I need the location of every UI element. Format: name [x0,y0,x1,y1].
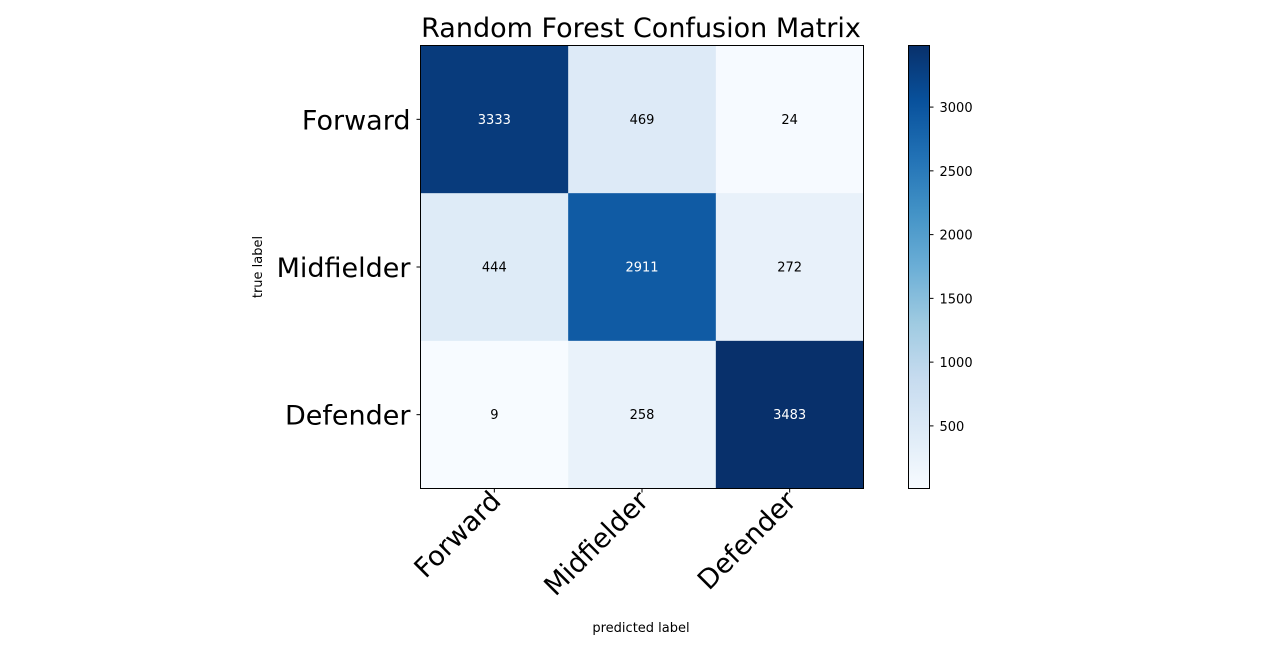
y-axis-ticks: Forward Midfielder Defender [277,105,421,432]
x-tick-label: Midfielder [538,485,655,602]
x-axis-label: predicted label [592,621,689,636]
x-axis-ticks: Forward Midfielder Defender [409,485,804,602]
colorbar-ticks: 500 1000 1500 2000 2500 3000 [929,101,973,435]
cell-value-labels: 3333 469 24 444 2911 272 9 258 3483 [478,113,806,423]
heatmap-cell [420,193,569,342]
heatmap-cell [568,45,717,194]
cell-value-label: 3333 [478,113,511,128]
colorbar-tick-label: 3000 [940,101,973,116]
y-tick-label: Midfielder [277,253,412,284]
colorbar-tick-label: 2500 [940,165,973,180]
heatmap-cell [568,340,717,489]
heatmap-cell [715,45,864,194]
heatmap-cell [420,340,569,489]
cell-value-label: 469 [630,113,655,128]
cell-value-label: 272 [777,261,802,276]
cell-value-label: 24 [781,113,798,128]
cell-value-label: 258 [630,408,655,423]
x-tick-label: Defender [692,485,803,596]
heatmap-cells [420,45,864,489]
y-tick-label: Defender [285,401,411,432]
cell-value-label: 3483 [773,408,806,423]
cell-value-label: 444 [482,261,507,276]
heatmap-cell [420,45,569,194]
colorbar-tick-label: 1000 [940,356,973,371]
colorbar-tick-label: 1500 [940,292,973,307]
cell-value-label: 9 [490,408,498,423]
colorbar-tick-label: 2000 [940,229,973,244]
heatmap-cell [715,340,864,489]
colorbar-tick-label: 500 [940,420,965,435]
heatmap-cell [715,193,864,342]
heatmap-cell [568,193,717,342]
chart-title: Random Forest Confusion Matrix [421,13,861,44]
y-tick-label: Forward [302,105,411,136]
x-tick-label: Forward [409,486,508,585]
y-axis-label: true label [251,236,266,298]
cell-value-label: 2911 [625,261,658,276]
colorbar [908,45,930,489]
